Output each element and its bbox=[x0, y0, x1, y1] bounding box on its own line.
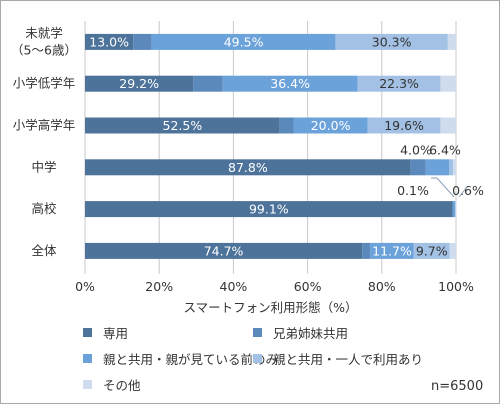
x-axis-title: スマートフォン利用形態（%） bbox=[183, 300, 357, 315]
bar-segment bbox=[440, 117, 456, 134]
legend-item: 親と共用・一人で利用あり bbox=[253, 349, 423, 368]
legend-swatch bbox=[253, 328, 262, 337]
x-tick-label: 100% bbox=[438, 279, 474, 294]
callout-leader bbox=[431, 177, 455, 198]
data-label: 52.5% bbox=[163, 118, 203, 133]
bar-segment bbox=[85, 159, 411, 176]
legend-item: その他 bbox=[83, 375, 141, 394]
legend-item: 兄弟姉妹共用 bbox=[253, 323, 348, 342]
bar-segment bbox=[440, 75, 456, 92]
bar-segment bbox=[85, 33, 134, 50]
bar-segment bbox=[193, 75, 223, 92]
legend-label: 兄弟姉妹共用 bbox=[273, 326, 349, 341]
data-label: 6.4% bbox=[429, 142, 461, 157]
bar-segment bbox=[151, 33, 336, 50]
x-tick-label: 40% bbox=[220, 279, 248, 294]
data-label: 0.1% bbox=[397, 183, 429, 198]
data-label: 30.3% bbox=[372, 34, 412, 49]
data-label: 87.8% bbox=[228, 160, 268, 175]
category-label: 全体 bbox=[31, 243, 57, 258]
data-label: 4.0% bbox=[400, 142, 432, 157]
legend-item: 専用 bbox=[83, 323, 128, 342]
bar-segment bbox=[449, 159, 454, 176]
data-label: 99.1% bbox=[249, 202, 289, 217]
data-label: 13.0% bbox=[89, 34, 129, 49]
legend-label: 専用 bbox=[103, 326, 129, 341]
legend-label: その他 bbox=[103, 378, 141, 393]
legend-label: 親と共用・一人で利用あり bbox=[273, 352, 424, 367]
category-label: 中学 bbox=[31, 159, 56, 174]
data-label: 74.7% bbox=[204, 243, 244, 258]
data-label: 49.5% bbox=[224, 34, 264, 49]
data-label: 9.7% bbox=[416, 243, 448, 258]
bar-segment bbox=[447, 33, 456, 50]
bar-segment bbox=[335, 33, 448, 50]
bar-segment bbox=[453, 201, 456, 218]
bar-segment bbox=[425, 159, 450, 176]
x-tick-label: 80% bbox=[368, 279, 396, 294]
legend-swatch bbox=[83, 328, 92, 337]
bar-segment bbox=[85, 201, 453, 218]
legend-swatch bbox=[83, 380, 92, 389]
bar-segment bbox=[279, 117, 294, 134]
x-tick-label: 60% bbox=[294, 279, 322, 294]
bar-segment bbox=[367, 117, 441, 134]
data-label: 36.4% bbox=[270, 76, 310, 91]
bar-segment bbox=[85, 75, 194, 92]
category-label: 未就学 bbox=[25, 25, 63, 40]
legend-item: 親と共用・親が見ている前のみ bbox=[83, 349, 278, 368]
bar-segment bbox=[410, 159, 426, 176]
data-label: 22.3% bbox=[379, 76, 419, 91]
data-label: 20.0% bbox=[311, 118, 351, 133]
bar-segment bbox=[370, 242, 414, 259]
bar-segment bbox=[455, 201, 457, 218]
bar-segment bbox=[293, 117, 368, 134]
data-label: 0.6% bbox=[452, 183, 484, 198]
bar-segment bbox=[222, 75, 358, 92]
bar-segment bbox=[453, 159, 456, 176]
x-tick-label: 0% bbox=[75, 279, 95, 294]
data-label: 29.2% bbox=[119, 76, 159, 91]
bar-segment bbox=[357, 75, 441, 92]
legend-swatch bbox=[83, 354, 92, 363]
bar-segment bbox=[85, 117, 280, 134]
data-label: 11.7% bbox=[372, 243, 412, 258]
sample-size-note: n=6500 bbox=[431, 379, 484, 394]
callout-leader bbox=[458, 186, 468, 198]
category-label: 小学低学年 bbox=[13, 76, 76, 91]
x-tick-label: 20% bbox=[145, 279, 173, 294]
bar-segment bbox=[362, 242, 371, 259]
legend-swatch bbox=[253, 354, 262, 363]
bar-segment bbox=[85, 242, 363, 259]
bar-segment bbox=[133, 33, 152, 50]
category-label: 小学高学年 bbox=[13, 118, 76, 133]
data-label: 19.6% bbox=[384, 118, 424, 133]
category-label: 高校 bbox=[31, 201, 57, 216]
legend-label: 親と共用・親が見ている前のみ bbox=[103, 352, 279, 367]
bar-segment bbox=[413, 242, 450, 259]
category-label: （5〜6歳） bbox=[11, 42, 77, 57]
bar-segment bbox=[449, 242, 456, 259]
